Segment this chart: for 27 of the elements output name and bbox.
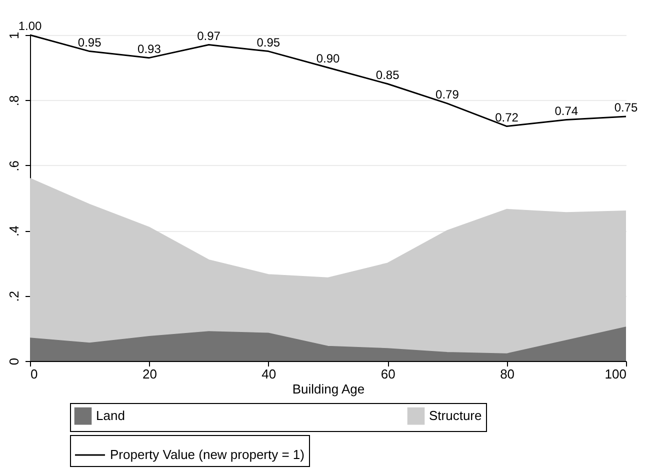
data-label: 0.95: [78, 35, 102, 50]
x-tick-label: 60: [380, 366, 396, 382]
data-label: 0.93: [138, 42, 162, 56]
data-label: 0.74: [554, 104, 578, 118]
data-label: 1.00: [18, 19, 42, 33]
data-label: 0.85: [376, 68, 400, 82]
data-label: 0.97: [197, 28, 221, 43]
y-tick-label: 1: [6, 32, 22, 40]
data-label: 0.72: [495, 110, 519, 124]
legend-label: Land: [96, 408, 125, 424]
y-tick-label: .4: [6, 226, 22, 237]
x-axis-title: Building Age: [292, 382, 365, 396]
x-tick-label: 40: [262, 366, 276, 382]
data-label: 0.95: [256, 35, 280, 50]
y-tick-label: 0: [6, 358, 22, 366]
y-tick-label: .2: [6, 290, 22, 302]
legend-label: Property Value (new property = 1): [110, 447, 304, 462]
x-tick-label: 80: [500, 366, 515, 382]
x-tick-label: 20: [142, 366, 157, 382]
x-tick-label: 0: [30, 366, 38, 382]
y-tick-label: .8: [6, 95, 22, 106]
y-tick-label: .6: [6, 160, 22, 172]
data-label: 0.90: [316, 52, 340, 66]
data-label: 0.75: [614, 100, 638, 114]
x-tick-label: 100: [604, 366, 626, 382]
legend-label: Structure: [429, 408, 482, 424]
data-label: 0.79: [436, 87, 460, 102]
